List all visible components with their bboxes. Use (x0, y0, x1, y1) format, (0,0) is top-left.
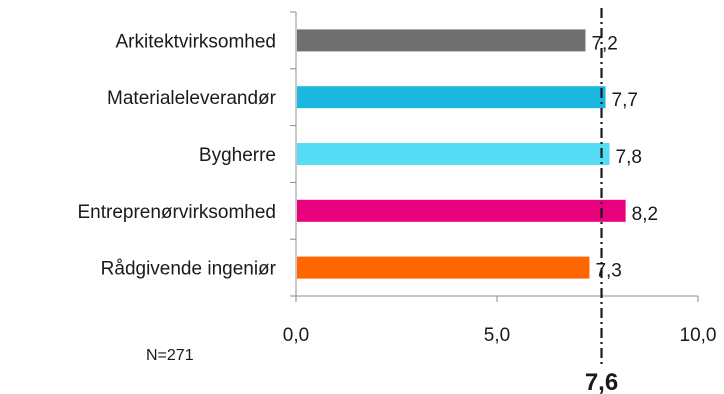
x-tick-label: 0,0 (283, 325, 309, 346)
category-labels: Arkitektvirksomhed Materialeleverandør Byg… (77, 31, 276, 279)
value-label: 7,8 (616, 147, 642, 168)
bar (297, 143, 610, 165)
category-label: Materialeleverandør (107, 88, 277, 109)
value-label: 7,7 (612, 90, 638, 111)
category-label: Entreprenørvirksomhed (77, 202, 276, 223)
value-label: 7,2 (591, 33, 617, 54)
reference-line-group: 7,6 (585, 8, 618, 394)
bar (297, 199, 626, 222)
x-tick-label: 5,0 (484, 325, 510, 346)
category-label: Rådgivende ingeniør (101, 259, 277, 280)
bar (297, 29, 586, 52)
value-label: 8,2 (632, 204, 658, 225)
bar (297, 256, 590, 279)
sample-size-note: N=271 (146, 347, 194, 364)
bar (297, 86, 606, 109)
category-label: Bygherre (199, 145, 276, 166)
x-tick-label: 10,0 (680, 325, 717, 346)
reference-line-label: 7,6 (585, 369, 618, 394)
value-label: 7,3 (595, 261, 621, 282)
value-labels: 7,2 7,7 7,8 8,2 7,3 (591, 33, 658, 281)
category-label: Arkitektvirksomhed (116, 31, 277, 52)
x-axis-ticks: 0,0 5,0 10,0 (283, 296, 717, 346)
bars (297, 29, 626, 279)
